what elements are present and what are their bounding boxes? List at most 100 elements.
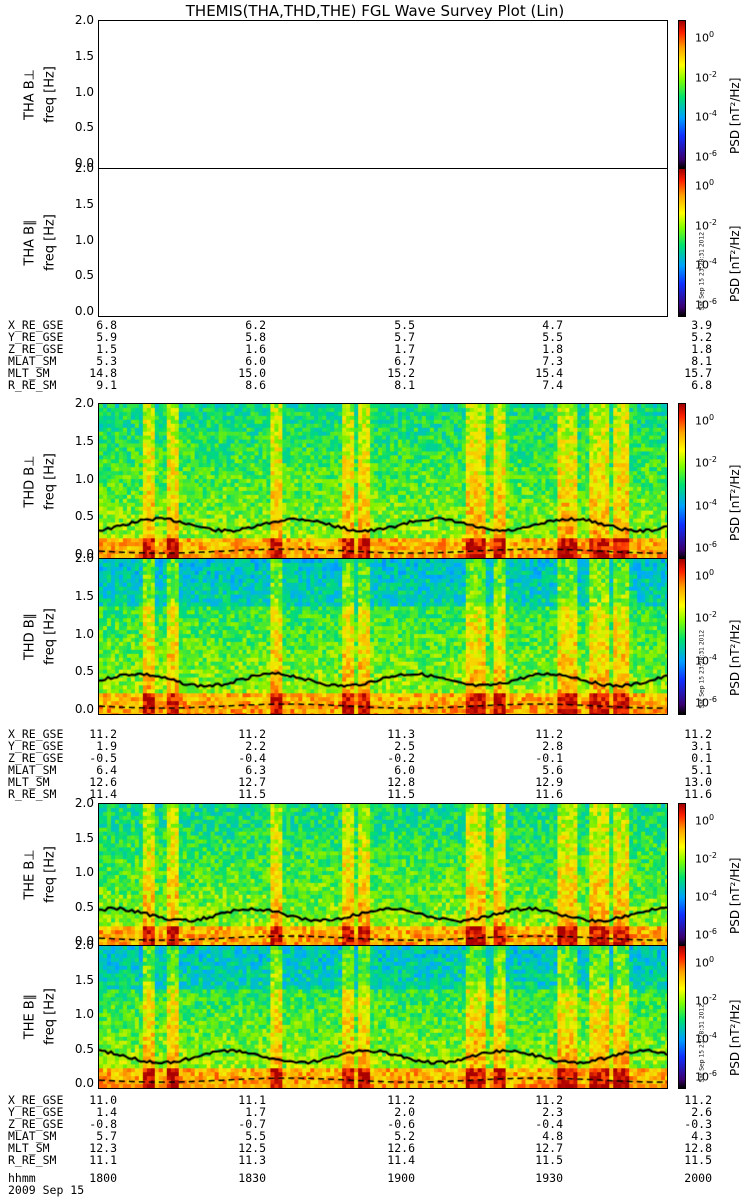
ephemeris-value: -0.4 bbox=[238, 751, 266, 765]
panel-label: THA B∥ bbox=[22, 218, 38, 266]
ephemeris-value: 11.2 bbox=[238, 727, 266, 741]
ephemeris-value: 4.3 bbox=[691, 1129, 712, 1143]
spectrogram-panel bbox=[98, 558, 668, 715]
time-tick-label: 1900 bbox=[387, 1171, 415, 1185]
ephemeris-row: MLT_SM 12.3 12.5 12.6 12.7 12.8 bbox=[8, 1141, 748, 1155]
colorbar-tick: 10-6 bbox=[695, 540, 717, 555]
ephemeris-value: 4.8 bbox=[542, 1129, 563, 1143]
colorbar-tick: 10-6 bbox=[695, 927, 717, 942]
ephemeris-value: -0.7 bbox=[238, 1117, 266, 1131]
ephemeris-row: R_RE_SM 11.4 11.5 11.5 11.6 11.6 bbox=[8, 787, 748, 801]
date-label: 2009 Sep 15 bbox=[8, 1183, 85, 1197]
ephemeris-value: 1.8 bbox=[691, 342, 712, 356]
ephemeris-value: 12.6 bbox=[387, 1141, 415, 1155]
ephemeris-row: Z_RE_GSE -0.5 -0.4 -0.2 -0.1 0.1 bbox=[8, 751, 748, 765]
y-tick-label: 1.0 bbox=[74, 626, 94, 641]
time-tick-label: 2000 bbox=[684, 1171, 712, 1185]
ephemeris-value: 11.5 bbox=[535, 1153, 563, 1167]
y-tick-label: 0.0 bbox=[74, 934, 94, 948]
colorbar-tick: 10-2 bbox=[695, 217, 717, 233]
ephemeris-value: 11.4 bbox=[387, 1153, 415, 1167]
spectrogram-panel bbox=[98, 403, 668, 560]
ephemeris-value: 5.7 bbox=[394, 330, 415, 344]
colorbar-label: PSD [nT²/Hz] bbox=[728, 857, 742, 934]
colorbar bbox=[678, 945, 686, 1089]
y-tick-label: 1.0 bbox=[74, 471, 94, 486]
ephemeris-value: 6.8 bbox=[96, 318, 117, 332]
ephemeris-label: X_RE_GSE bbox=[8, 1093, 64, 1107]
colorbar-label: PSD [nT²/Hz] bbox=[728, 619, 742, 696]
ephemeris-value: 12.3 bbox=[89, 1141, 117, 1155]
ephemeris-value: 6.7 bbox=[394, 354, 415, 368]
ephemeris-value: 6.3 bbox=[245, 763, 266, 777]
y-tick-label: 1.5 bbox=[74, 972, 94, 987]
ephemeris-value: -0.5 bbox=[89, 751, 117, 765]
ephemeris-value: 11.3 bbox=[238, 1153, 266, 1167]
ephemeris-value: 2.0 bbox=[394, 1105, 415, 1119]
ephemeris-value: 5.5 bbox=[245, 1129, 266, 1143]
colorbar bbox=[678, 20, 686, 169]
ephemeris-label: Z_RE_GSE bbox=[8, 751, 64, 765]
y-tick-label: 0.0 bbox=[74, 1076, 94, 1090]
colorbar-tick: 10-2 bbox=[695, 69, 717, 85]
timestamp-label: Sat Sep 15 23:28:31 2012 bbox=[698, 231, 706, 311]
y-tick-label: 0.5 bbox=[74, 268, 94, 283]
ephemeris-row: MLAT_SM 6.4 6.3 6.0 5.6 5.1 bbox=[8, 763, 748, 777]
y-tick-label: 1.5 bbox=[74, 48, 94, 63]
ephemeris-value: 12.7 bbox=[535, 1141, 563, 1155]
colorbar bbox=[678, 403, 686, 560]
ephemeris-row: R_RE_SM 11.1 11.3 11.4 11.5 11.5 bbox=[8, 1153, 748, 1167]
ephemeris-value: 15.0 bbox=[238, 366, 266, 380]
ephemeris-label: Z_RE_GSE bbox=[8, 1117, 64, 1131]
ephemeris-value: 5.6 bbox=[542, 763, 563, 777]
y-tick-label: 1.0 bbox=[74, 1007, 94, 1021]
ephemeris-label: MLT_SM bbox=[8, 1141, 50, 1155]
ephemeris-value: 3.9 bbox=[691, 318, 712, 332]
panel-label: THE B∥ bbox=[22, 993, 38, 1040]
y-tick-label: 0.0 bbox=[74, 304, 94, 318]
ephemeris-label: X_RE_GSE bbox=[8, 318, 64, 332]
ephemeris-value: 11.6 bbox=[684, 787, 712, 801]
ephemeris-row: R_RE_SM 9.1 8.6 8.1 7.4 6.8 bbox=[8, 378, 748, 392]
colorbar bbox=[678, 558, 686, 715]
y-tick-label: 0.0 bbox=[74, 702, 94, 716]
ephemeris-value: 11.2 bbox=[684, 1093, 712, 1107]
y-tick-label: 1.0 bbox=[74, 865, 94, 879]
y-tick-label: 0.5 bbox=[74, 1041, 94, 1056]
colorbar-label: PSD [nT²/Hz] bbox=[728, 225, 742, 302]
ephemeris-row: X_RE_GSE 6.8 6.2 5.5 4.7 3.9 bbox=[8, 318, 748, 332]
ephemeris-value: 11.1 bbox=[238, 1093, 266, 1107]
colorbar-tick: 100 bbox=[695, 955, 715, 970]
ephemeris-value: 1.5 bbox=[96, 342, 117, 356]
colorbar bbox=[678, 803, 686, 947]
spectrogram-canvas bbox=[99, 21, 667, 168]
colorbar-tick: 10-2 bbox=[695, 455, 717, 470]
freq-axis-label: freq [Hz] bbox=[42, 452, 58, 510]
ephemeris-label: Z_RE_GSE bbox=[8, 342, 64, 356]
colorbar-tick: 10-6 bbox=[695, 1069, 717, 1084]
y-tick-label: 0.5 bbox=[74, 899, 94, 914]
panel-label: THA B⊥ bbox=[22, 68, 38, 120]
ephemeris-value: -0.3 bbox=[684, 1117, 712, 1131]
colorbar-tick: 10-4 bbox=[695, 652, 717, 668]
ephemeris-value: 5.7 bbox=[96, 1129, 117, 1143]
colorbar-tick: 10-4 bbox=[695, 257, 717, 272]
ephemeris-row: Z_RE_GSE 1.5 1.6 1.7 1.8 1.8 bbox=[8, 342, 748, 356]
colorbar-label: PSD [nT²/Hz] bbox=[728, 77, 742, 154]
ephemeris-label: MLAT_SM bbox=[8, 763, 57, 777]
ephemeris-row: X_RE_GSE 11.2 11.2 11.3 11.2 11.2 bbox=[8, 727, 748, 741]
ephemeris-value: 2.3 bbox=[542, 1105, 563, 1119]
ephemeris-value: 1.7 bbox=[245, 1105, 266, 1119]
ephemeris-label: R_RE_SM bbox=[8, 378, 57, 392]
ephemeris-value: -0.1 bbox=[535, 751, 563, 765]
colorbar-tick: 10-6 bbox=[695, 695, 717, 710]
spectrogram-panel bbox=[98, 803, 668, 947]
ephemeris-value: 12.6 bbox=[89, 775, 117, 789]
y-tick-label: 0.5 bbox=[74, 664, 94, 679]
ephemeris-value: 13.0 bbox=[684, 775, 712, 789]
ephemeris-value: 11.5 bbox=[684, 1153, 712, 1167]
ephemeris-value: 12.8 bbox=[684, 1141, 712, 1155]
ephemeris-value: 6.0 bbox=[245, 354, 266, 368]
colorbar-tick: 10-4 bbox=[695, 497, 717, 513]
ephemeris-value: 2.8 bbox=[542, 739, 563, 753]
